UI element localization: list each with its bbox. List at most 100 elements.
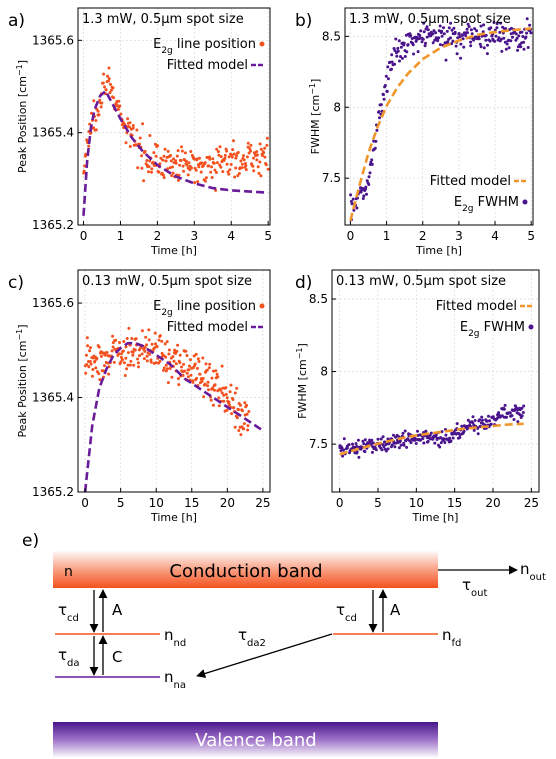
scatter-point — [185, 160, 188, 163]
scatter-point — [382, 97, 386, 101]
scatter-point — [341, 454, 345, 458]
scatter-point — [444, 58, 448, 62]
scatter-point — [258, 160, 262, 164]
scatter-point — [197, 360, 201, 363]
scatter-point — [119, 360, 123, 364]
scatter-point — [379, 103, 383, 107]
scatter-point — [395, 54, 399, 58]
scatter-point — [239, 403, 242, 407]
scatter-point — [171, 171, 175, 175]
scatter-point — [393, 445, 397, 449]
scatter-point — [84, 371, 88, 375]
scatter-point — [101, 81, 105, 85]
scatter-point — [259, 174, 263, 178]
scatter-point — [431, 41, 435, 45]
scatter-point — [235, 416, 239, 420]
scatter-point — [495, 26, 499, 30]
scatter-point — [502, 407, 506, 411]
scatter-point — [242, 154, 245, 158]
scatter-point — [148, 134, 152, 137]
scatter-point — [106, 74, 109, 78]
scatter-point — [92, 99, 96, 103]
scatter-point — [442, 438, 446, 441]
scatter-point — [442, 32, 446, 36]
scatter-point — [498, 30, 502, 34]
scatter-point — [162, 368, 165, 372]
scatter-point — [243, 401, 247, 405]
scatter-point — [466, 418, 470, 422]
scatter-point — [131, 350, 135, 354]
scatter-point — [126, 351, 130, 355]
y-tick-label: 8 — [320, 365, 328, 379]
scatter-point — [429, 431, 433, 435]
x-axis-label: Time [h] — [412, 511, 459, 524]
scatter-point — [225, 149, 229, 153]
scatter-point — [192, 354, 196, 358]
scatter-point — [424, 27, 428, 31]
scatter-point — [200, 161, 204, 165]
scatter-point — [178, 163, 182, 167]
scatter-point — [438, 43, 442, 47]
scatter-point — [101, 369, 105, 373]
scatter-point — [245, 403, 249, 407]
scatter-point — [451, 436, 455, 440]
scatter-point — [87, 144, 91, 148]
scatter-point — [97, 372, 101, 376]
y-axis-label: FWHM [cm−1] — [295, 343, 310, 419]
scatter-point — [122, 361, 126, 365]
scatter-point — [165, 367, 169, 371]
scatter-point — [217, 396, 221, 400]
scatter-point — [482, 46, 486, 50]
scatter-point — [249, 149, 252, 153]
scatter-point — [215, 372, 219, 376]
scatter-point — [223, 156, 227, 160]
scatter-point — [465, 27, 469, 31]
scatter-point — [202, 395, 206, 399]
scatter-point — [163, 342, 167, 346]
scatter-point — [525, 17, 529, 21]
x-tick-label: 10 — [149, 496, 164, 510]
scatter-point — [155, 345, 159, 349]
x-tick-label: 5 — [527, 229, 535, 243]
scatter-point — [118, 104, 122, 108]
x-tick-label: 0 — [80, 229, 88, 243]
scatter-point — [380, 448, 384, 452]
scatter-point — [467, 25, 471, 29]
fitted-model-line — [349, 27, 532, 222]
scatter-point — [187, 161, 191, 165]
scatter-point — [214, 369, 218, 373]
legend-entry: E2g FWHM — [460, 320, 525, 339]
scatter-point — [227, 400, 231, 404]
scatter-point — [85, 336, 89, 340]
x-tick-label: 15 — [184, 496, 199, 510]
scatter-point — [173, 348, 177, 352]
scatter-point — [216, 375, 220, 379]
scatter-point — [93, 360, 97, 364]
scatter-point — [507, 46, 511, 50]
scatter-point — [409, 34, 413, 38]
scatter-point — [111, 334, 115, 338]
scatter-point — [517, 34, 521, 38]
scatter-point — [473, 419, 477, 422]
y-axis-label: Peak Position [cm−1] — [15, 60, 30, 173]
scatter-point — [231, 398, 235, 401]
legend-marker-dot — [259, 41, 265, 47]
scatter-point — [128, 363, 132, 367]
scatter-point — [116, 107, 120, 111]
scatter-point — [450, 28, 454, 32]
scatter-point — [141, 122, 145, 126]
scatter-point — [234, 156, 238, 160]
scatter-point — [203, 161, 207, 165]
panel-label: c) — [8, 273, 24, 293]
scatter-point — [196, 180, 200, 184]
scatter-point — [444, 433, 448, 437]
scatter-point — [264, 163, 268, 167]
scatter-point — [149, 360, 153, 364]
scatter-point — [96, 109, 100, 113]
scatter-point — [222, 159, 226, 162]
scatter-point — [399, 55, 402, 58]
scatter-point — [511, 35, 514, 39]
scatter-point — [188, 364, 191, 368]
scatter-point — [398, 59, 401, 63]
scatter-point — [157, 170, 161, 174]
